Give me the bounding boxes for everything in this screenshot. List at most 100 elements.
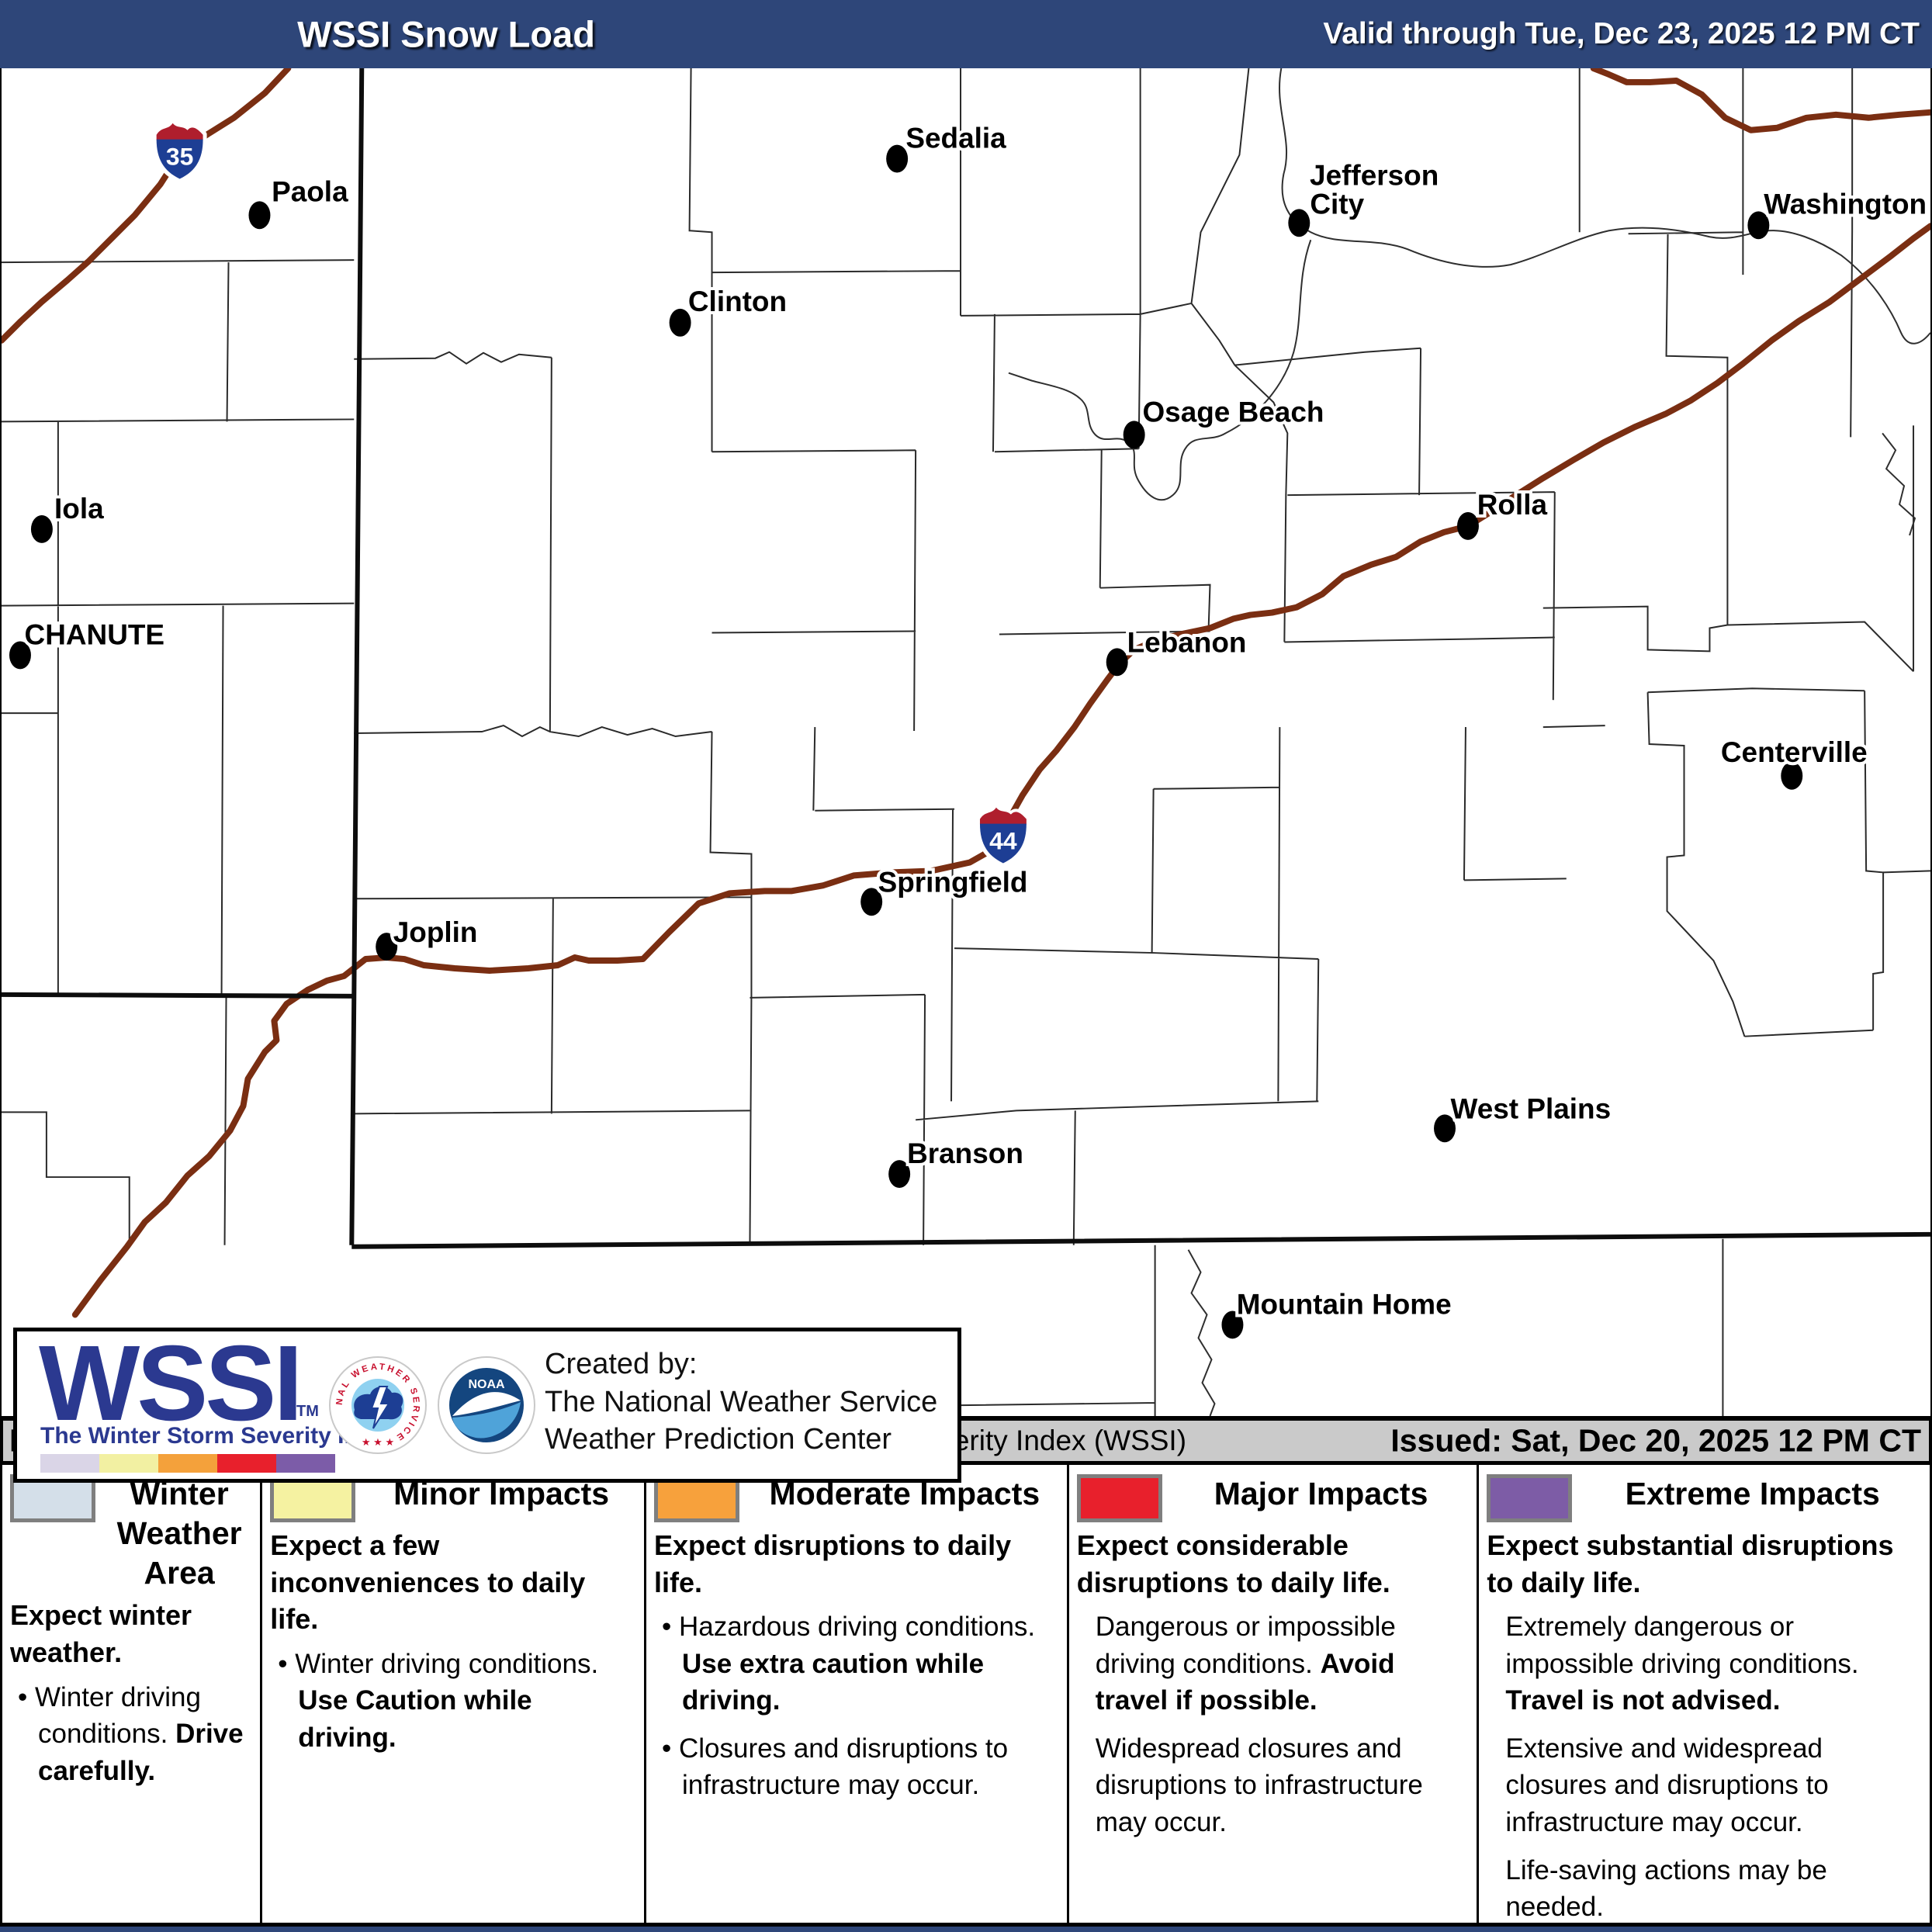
river-lines [1008,68,1930,1416]
legend-title: Major Impacts [1214,1476,1428,1511]
city-branson: Branson [888,1134,1027,1189]
bottom-border-strip [0,1927,1932,1932]
created-by-line: Created by: [545,1348,698,1380]
page-title: WSSI Snow Load [297,13,595,55]
city-label: Paola [272,175,348,207]
noaa-logo: NOAA [438,1356,535,1454]
city-iola: Iola [30,490,107,543]
legend-lead-text: Expect winter weather. [10,1599,192,1668]
city-west-plains: West Plains [1434,1089,1614,1143]
legend-item: • Winter driving conditions. Use Caution… [278,1648,599,1753]
city-dot [248,201,271,230]
legend-item: • Winter driving conditions. Drive caref… [18,1681,244,1786]
legend-lead-text: Expect disruptions to daily life. [654,1529,1012,1598]
city-joplin: Joplin [376,913,480,961]
map-section: 35 44 Paola Sedalia Jefferson City Washington… [0,68,1932,1483]
city-rolla: Rolla [1456,486,1550,540]
created-by-text: Created by: The National Weather Service W… [545,1345,937,1459]
interstate-35-shield: 35 [152,119,207,183]
interstate-44-shield: 44 [975,803,1030,867]
state-boundaries [2,68,1930,1249]
wssi-logo-box: WSSI TM The Winter Storm Severity Index … [13,1324,961,1483]
legend-column-major-impacts: Major Impacts Expect considerable disrupt… [1066,1465,1477,1923]
city-sedalia: Sedalia [886,119,1009,173]
impact-legend: Winter Weather Area Expect winter weather… [0,1465,1932,1927]
city-label: Clinton [688,286,787,317]
legend-column-minor-impacts: Minor Impacts Expect a few inconveniences… [260,1465,644,1923]
legend-lead-text: Expect a few inconveniences to daily lif… [270,1529,586,1636]
city-chanute: CHANUTE [9,615,168,670]
legend-heading-row: Winter Weather Area [10,1474,252,1592]
nws-stars: ★ ★ ★ [362,1436,394,1448]
legend-color-swatch [1487,1474,1573,1522]
city-springfield: Springfield [860,863,1030,916]
wssi-trademark: TM [296,1403,319,1420]
city-dot [1221,1311,1244,1339]
city-dot [886,144,909,173]
city-dot [1288,209,1311,237]
city-osage-beach: Osage Beach [1123,393,1327,449]
city-label: City [1310,188,1364,220]
city-washington: Washington [1747,185,1930,240]
city-label: Jefferson [1310,160,1439,192]
issued-timestamp: Issued: Sat, Dec 20, 2025 12 PM CT [1390,1422,1921,1459]
legend-heading-row: Extreme Impacts [1487,1474,1922,1522]
county-boundaries [2,68,1930,1416]
city-label: Mountain Home [1237,1288,1452,1320]
city-dot [9,641,31,670]
legend-column-moderate-impacts: Moderate Impacts Expect disruptions to da… [644,1465,1067,1923]
legend-item: Widespread closures and disruptions to i… [1095,1733,1423,1837]
city-dot [1747,211,1770,240]
city-paola: Paola [248,172,351,230]
map-background [2,68,1930,1416]
severity-strip-cell-2 [158,1454,217,1473]
legend-column-extreme-impacts: Extreme Impacts Expect substantial disrup… [1477,1465,1930,1923]
highway-50-road [1590,68,1930,133]
shield-crown [156,123,203,140]
severity-strip-cell-3 [217,1454,276,1473]
legend-title: Extreme Impacts [1625,1476,1880,1511]
city-mountain-home: Mountain Home [1221,1285,1455,1339]
legend-item: • Hazardous driving conditions. Use extr… [662,1612,1036,1716]
legend-item: • Closures and disruptions to infrastruc… [662,1733,1009,1801]
city-label: Joplin [393,916,478,948]
city-label: West Plains [1451,1092,1612,1124]
valid-through-text: Valid through Tue, Dec 23, 2025 12 PM CT [1323,17,1920,50]
legend-lead-text: Expect considerable disruptions to daily… [1076,1529,1390,1598]
header-bar: WSSI Snow Load Valid through Tue, Dec 23… [0,0,1932,68]
city-label: Iola [54,493,104,525]
city-dot [1781,761,1803,790]
shield-body [156,139,203,179]
severity-strip-cell-0 [40,1454,99,1473]
city-dot [888,1160,911,1189]
city-dot [376,933,398,961]
shield-number: 44 [989,827,1017,855]
city-label: Rolla [1477,489,1548,521]
city-clinton: Clinton [669,282,790,337]
city-label: Osage Beach [1142,396,1324,428]
wssi-severity-color-strip [40,1454,335,1473]
created-by-line: Weather Prediction Center [545,1423,892,1456]
city-label: CHANUTE [25,618,165,650]
nws-logo: NATIONAL WEATHER SERVICE ★ ★ ★ [329,1356,427,1454]
shield-body [979,823,1027,864]
city-dot [860,888,883,916]
city-label: Springfield [878,866,1028,898]
city-dot [30,515,53,543]
shield-number: 35 [166,143,194,171]
legend-color-swatch [1076,1474,1162,1522]
city-label: Branson [907,1137,1023,1169]
city-label: Sedalia [905,123,1006,154]
city-dot [669,308,691,337]
severity-strip-cell-1 [99,1454,158,1473]
legend-lead-text: Expect substantial disruptions to daily … [1487,1529,1894,1598]
created-by-line: The National Weather Service [545,1385,938,1418]
legend-item: Extremely dangerous or impossible drivin… [1505,1612,1859,1716]
city-centerville: Centerville [1718,733,1871,790]
city-lebanon: Lebanon [1106,623,1249,677]
shield-crown [979,807,1027,825]
legend-item: Life-saving actions may be needed. [1505,1854,1827,1923]
legend-item: Extensive and widespread closures and di… [1505,1733,1829,1837]
